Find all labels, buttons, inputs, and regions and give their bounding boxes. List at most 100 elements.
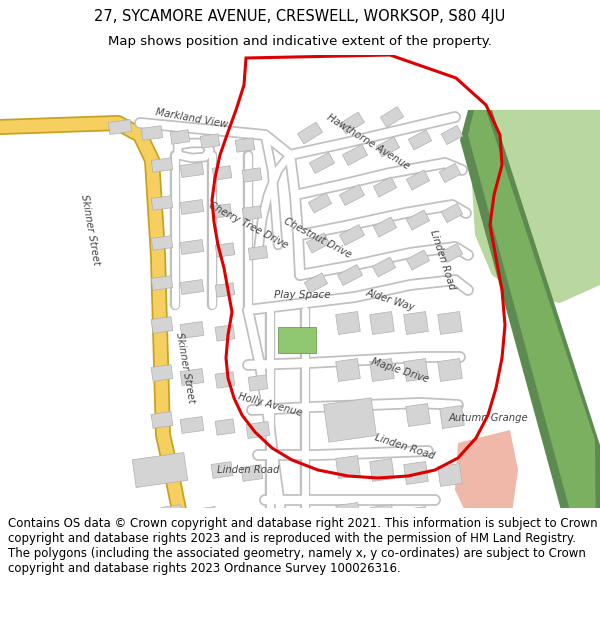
Text: 27, SYCAMORE AVENUE, CRESWELL, WORKSOP, S80 4JU: 27, SYCAMORE AVENUE, CRESWELL, WORKSOP, … bbox=[94, 9, 506, 24]
Polygon shape bbox=[133, 452, 188, 488]
Polygon shape bbox=[180, 199, 204, 214]
Polygon shape bbox=[406, 404, 430, 426]
Polygon shape bbox=[404, 359, 428, 381]
Polygon shape bbox=[373, 217, 397, 237]
Polygon shape bbox=[323, 398, 376, 442]
Polygon shape bbox=[455, 430, 518, 517]
Polygon shape bbox=[343, 144, 368, 166]
Polygon shape bbox=[264, 512, 286, 528]
Text: Skinner Street: Skinner Street bbox=[174, 332, 196, 404]
Polygon shape bbox=[406, 250, 430, 270]
Polygon shape bbox=[215, 325, 235, 341]
Polygon shape bbox=[340, 112, 365, 134]
Polygon shape bbox=[231, 509, 253, 526]
Polygon shape bbox=[404, 462, 428, 484]
Polygon shape bbox=[438, 312, 462, 334]
Polygon shape bbox=[409, 130, 431, 150]
Polygon shape bbox=[472, 110, 600, 303]
Polygon shape bbox=[376, 137, 400, 157]
Polygon shape bbox=[215, 282, 235, 298]
Polygon shape bbox=[286, 537, 324, 553]
Polygon shape bbox=[373, 257, 395, 277]
Polygon shape bbox=[308, 193, 332, 213]
Polygon shape bbox=[380, 107, 404, 128]
Text: Contains OS data © Crown copyright and database right 2021. This information is : Contains OS data © Crown copyright and d… bbox=[8, 517, 598, 575]
Polygon shape bbox=[180, 239, 204, 254]
Polygon shape bbox=[370, 359, 394, 381]
Polygon shape bbox=[370, 312, 394, 334]
Polygon shape bbox=[310, 152, 335, 174]
Polygon shape bbox=[406, 170, 430, 190]
Polygon shape bbox=[151, 196, 173, 211]
Polygon shape bbox=[439, 164, 461, 182]
Polygon shape bbox=[336, 312, 360, 334]
Polygon shape bbox=[336, 359, 360, 381]
Polygon shape bbox=[460, 110, 600, 565]
Polygon shape bbox=[151, 412, 173, 428]
Polygon shape bbox=[235, 138, 255, 152]
Text: Linden Road: Linden Road bbox=[374, 432, 436, 461]
Polygon shape bbox=[441, 244, 463, 262]
Polygon shape bbox=[215, 419, 235, 435]
Polygon shape bbox=[212, 204, 232, 218]
Text: Holly Avenue: Holly Avenue bbox=[237, 392, 303, 418]
Polygon shape bbox=[211, 462, 233, 478]
Polygon shape bbox=[180, 369, 204, 386]
Polygon shape bbox=[404, 312, 428, 334]
Polygon shape bbox=[180, 162, 204, 177]
Text: Linden Road: Linden Road bbox=[428, 229, 457, 291]
Polygon shape bbox=[406, 210, 430, 230]
Polygon shape bbox=[180, 416, 204, 434]
Polygon shape bbox=[212, 166, 232, 180]
Polygon shape bbox=[336, 503, 360, 524]
Text: Linden Road: Linden Road bbox=[217, 465, 279, 475]
Polygon shape bbox=[180, 279, 204, 294]
Polygon shape bbox=[404, 506, 428, 528]
Polygon shape bbox=[370, 504, 394, 526]
Polygon shape bbox=[336, 456, 360, 478]
Text: Hawthorne Avenue: Hawthorne Avenue bbox=[325, 112, 411, 172]
Polygon shape bbox=[298, 122, 323, 144]
Polygon shape bbox=[441, 204, 463, 222]
Polygon shape bbox=[304, 273, 328, 293]
Polygon shape bbox=[151, 276, 173, 291]
Polygon shape bbox=[340, 224, 365, 246]
Polygon shape bbox=[438, 359, 462, 381]
Polygon shape bbox=[248, 246, 268, 260]
Polygon shape bbox=[193, 506, 217, 524]
Polygon shape bbox=[441, 126, 463, 144]
Polygon shape bbox=[337, 264, 362, 286]
Polygon shape bbox=[241, 464, 263, 481]
Polygon shape bbox=[180, 321, 204, 339]
Polygon shape bbox=[151, 317, 173, 333]
Polygon shape bbox=[108, 119, 132, 134]
Polygon shape bbox=[242, 206, 262, 220]
Polygon shape bbox=[438, 509, 462, 529]
Text: Alder Way: Alder Way bbox=[364, 288, 416, 312]
Text: Autumn Grange: Autumn Grange bbox=[448, 413, 528, 423]
Polygon shape bbox=[468, 110, 596, 555]
Text: Chestnut Drive: Chestnut Drive bbox=[283, 216, 353, 260]
Polygon shape bbox=[151, 364, 173, 381]
Polygon shape bbox=[246, 421, 270, 439]
Text: Skinner Street: Skinner Street bbox=[79, 194, 101, 266]
Polygon shape bbox=[218, 535, 266, 551]
Text: Map shows position and indicative extent of the property.: Map shows position and indicative extent… bbox=[108, 34, 492, 48]
Polygon shape bbox=[248, 375, 268, 391]
Text: Markland View: Markland View bbox=[155, 107, 229, 129]
Polygon shape bbox=[215, 372, 235, 388]
Polygon shape bbox=[440, 406, 464, 428]
Polygon shape bbox=[215, 242, 235, 258]
Polygon shape bbox=[161, 504, 183, 521]
Polygon shape bbox=[242, 168, 262, 182]
Text: Play Space: Play Space bbox=[274, 290, 331, 300]
Polygon shape bbox=[151, 236, 173, 251]
Polygon shape bbox=[307, 233, 329, 253]
Text: Maple Drive: Maple Drive bbox=[370, 356, 430, 384]
Polygon shape bbox=[141, 126, 163, 141]
Bar bbox=[278, 327, 316, 353]
Polygon shape bbox=[170, 130, 190, 144]
Polygon shape bbox=[151, 158, 173, 172]
Polygon shape bbox=[339, 537, 377, 553]
Polygon shape bbox=[373, 177, 397, 197]
